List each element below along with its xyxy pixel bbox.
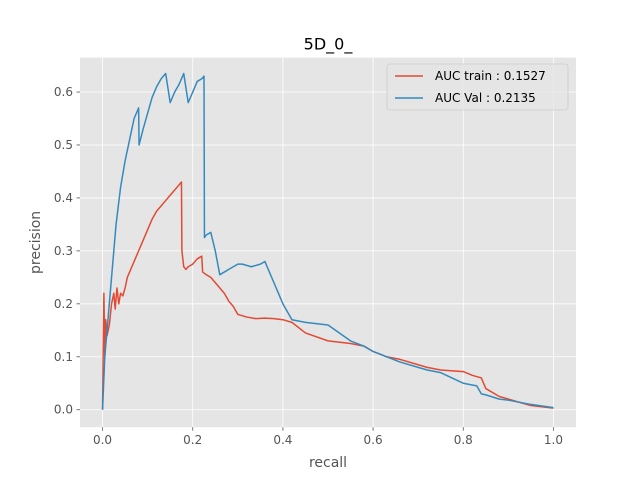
y-tick-label: 0.4 bbox=[54, 191, 73, 205]
series-layer bbox=[101, 72, 554, 410]
x-tick-label: 0.6 bbox=[364, 433, 383, 447]
chart-title: 5D_0_ bbox=[304, 35, 354, 55]
y-tick-label: 0.2 bbox=[54, 297, 73, 311]
y-tick-label: 0.6 bbox=[54, 85, 73, 99]
y-tick-label: 0.0 bbox=[54, 403, 73, 417]
y-tick-label: 0.5 bbox=[54, 138, 73, 152]
x-tick-label: 0.8 bbox=[454, 433, 473, 447]
y-tick-label: 0.3 bbox=[54, 244, 73, 258]
x-tick-label: 0.4 bbox=[273, 433, 292, 447]
y-tick-label: 0.1 bbox=[54, 350, 73, 364]
y-axis-ticks: 0.0 0.1 0.2 0.3 0.4 0.5 0.6 bbox=[54, 85, 80, 417]
x-axis-ticks: 0.0 0.2 0.4 0.6 0.8 1.0 bbox=[93, 427, 563, 447]
x-tick-label: 1.0 bbox=[544, 433, 563, 447]
legend-label: AUC Val : 0.2135 bbox=[435, 91, 536, 105]
x-axis-label: recall bbox=[309, 455, 347, 471]
series-line-val bbox=[101, 72, 554, 410]
legend-box bbox=[386, 63, 569, 111]
grid bbox=[80, 57, 576, 428]
legend: AUC train : 0.1527 AUC Val : 0.2135 bbox=[386, 63, 569, 111]
plot-area bbox=[80, 57, 576, 428]
x-tick-label: 0.2 bbox=[183, 433, 202, 447]
x-tick-label: 0.0 bbox=[93, 433, 112, 447]
y-axis-label: precision bbox=[28, 211, 44, 274]
series-line-train bbox=[101, 181, 554, 410]
legend-label: AUC train : 0.1527 bbox=[435, 69, 546, 83]
